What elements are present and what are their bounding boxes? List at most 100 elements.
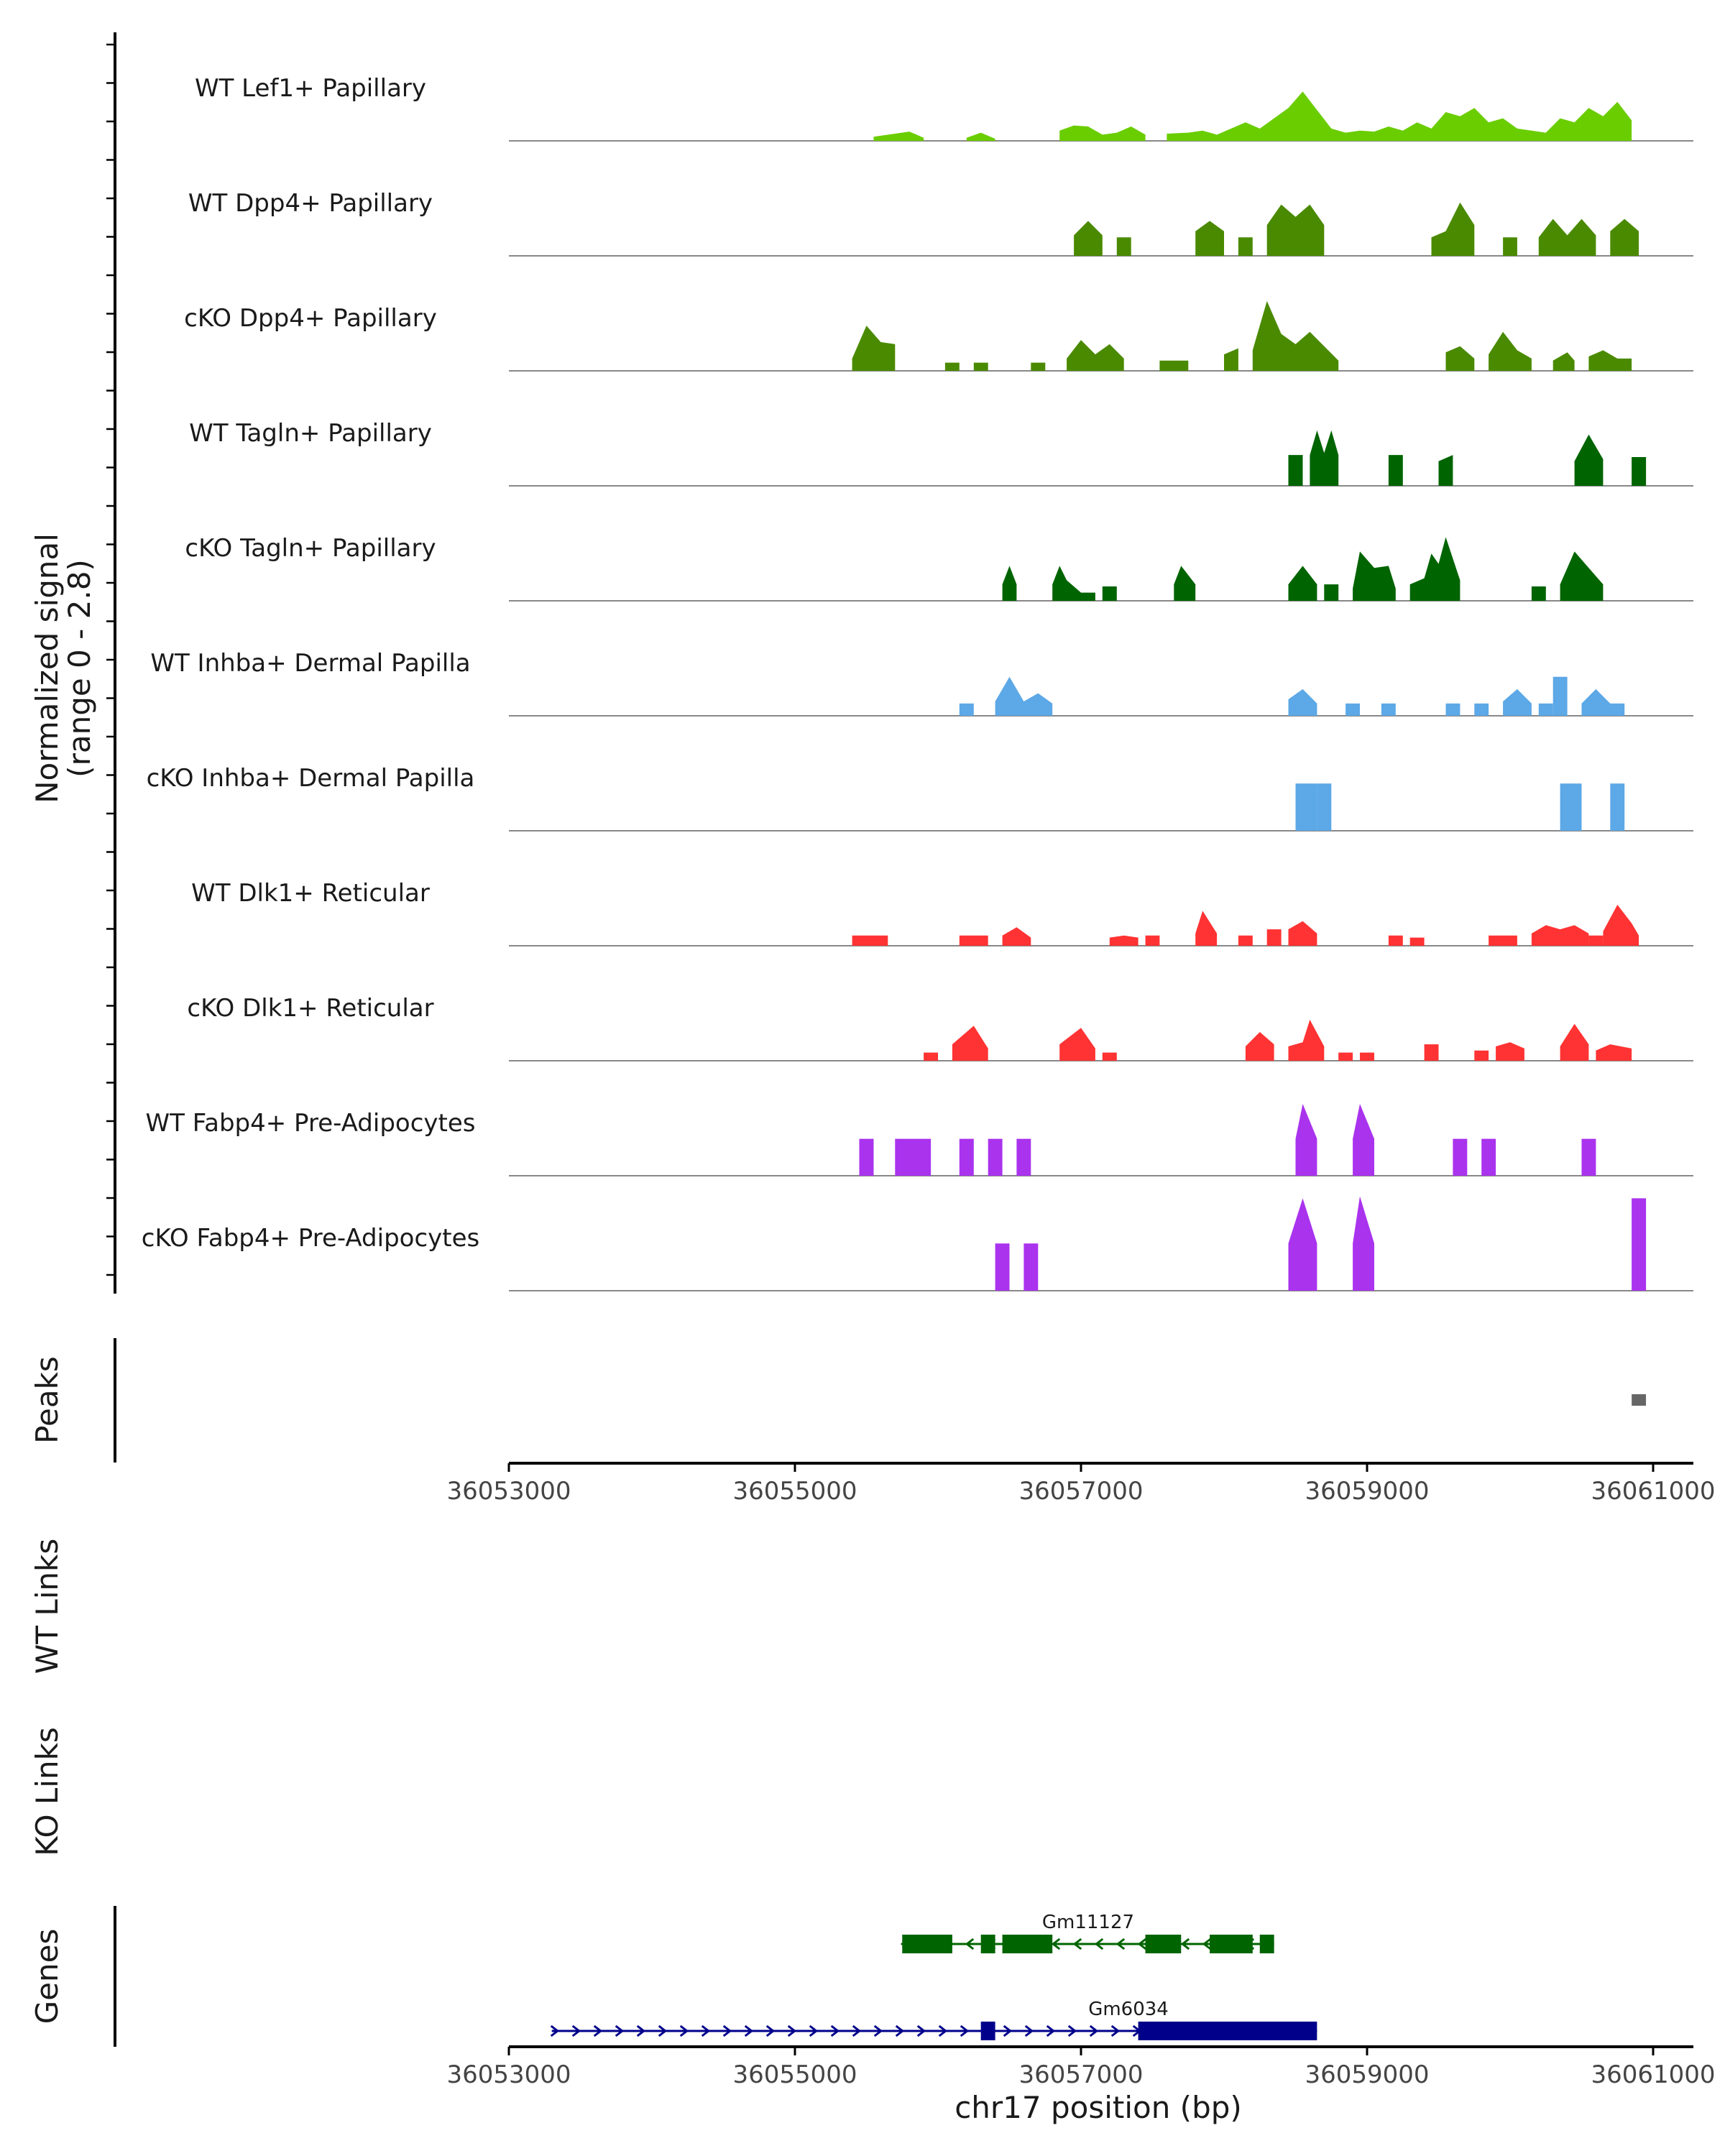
ko-links-section-title: KO Links [29,1727,65,1856]
signal-area [973,362,988,371]
signal-area [866,935,888,946]
signal-area [1424,1044,1439,1061]
signal-area [959,935,988,946]
strand-arrow [895,2024,905,2037]
signal-area [1174,566,1196,601]
axis-tick-label: 36061000 [1591,2060,1715,2089]
signal-area [1496,1042,1524,1061]
signal-area [873,132,924,141]
signal-area [1353,1104,1374,1176]
signal-area [1588,350,1632,371]
signal-area [1346,703,1360,716]
track-label: WT Dpp4+ Papillary [188,189,433,218]
signal-area [966,132,995,141]
strand-arrow [593,2024,603,2037]
signal-area [1288,455,1303,486]
signal-area [1116,237,1131,256]
signal-area [1474,1050,1489,1061]
signal-area [852,935,867,946]
track-8: WT Dlk1+ Reticular [191,879,1693,946]
track-7: cKO Inhba+ Dermal Papilla [147,764,1693,831]
track-9: cKO Dlk1+ Reticular [187,994,1693,1061]
track-label: cKO Fabp4+ Pre-Adipocytes [142,1224,480,1253]
signal-area [895,1138,932,1176]
signal-area [1531,925,1589,946]
axis-tick-label: 36059000 [1305,2060,1429,2089]
strand-arrow [571,2024,581,2037]
strand-arrow [965,1938,975,1950]
strand-arrow [658,2024,668,2037]
signal-area [1489,331,1532,371]
strand-arrow [787,2024,797,2037]
signal-axis-title: Normalized signal [29,533,65,803]
signal-area [1632,457,1647,486]
signal-area [1409,537,1460,601]
signal-area [1224,348,1238,371]
signal-area [1059,125,1146,141]
signal-area [1438,455,1453,486]
signal-area [1288,1198,1317,1291]
track-10: WT Fabp4+ Pre-Adipocytes [146,1104,1693,1176]
signal-area [1538,703,1553,716]
signal-area [1632,1198,1647,1291]
signal-area [1288,688,1317,716]
gene-name-label: Gm6034 [1088,1999,1169,2020]
strand-arrow [1137,1938,1147,1950]
signal-area [1445,703,1460,716]
position-axis-title: chr17 position (bp) [954,2090,1242,2125]
signal-area [1581,1138,1596,1176]
signal-area [1381,703,1396,716]
track-label: cKO Inhba+ Dermal Papilla [147,764,475,793]
strand-arrow [1072,1938,1082,1950]
signal-area [1603,904,1639,946]
axis-tick-label: 36057000 [1018,2060,1143,2089]
signal-area [1102,586,1117,601]
signal-area [944,362,960,371]
signal-area [1145,935,1160,946]
signal-area [952,1026,988,1061]
strand-arrow [636,2024,646,2037]
strand-arrow [916,2024,926,2037]
signal-area [1388,455,1403,486]
signal-area [1266,929,1282,946]
signal-area [1016,1138,1031,1176]
strand-arrow [1094,1938,1104,1950]
signal-area [1489,935,1517,946]
strand-arrow [1110,2024,1121,2037]
position-axis-top: 36053000 36055000 36057000 36059000 36061000 [446,1462,1716,1506]
signal-area [1067,340,1124,371]
signal-axis-ticks [106,43,115,1276]
strand-arrow [1202,1938,1212,1950]
gene-exon [980,2022,995,2040]
strand-arrow [830,2024,840,2037]
signal-area [1531,586,1546,601]
signal-area [1295,1104,1317,1176]
strand-arrow [1003,2024,1013,2037]
signal-area [1159,360,1189,371]
signal-area [1002,566,1017,601]
track-3: cKO Dpp4+ Papillary [184,300,1693,372]
strand-arrow [744,2024,754,2037]
wt-links-section-title: WT Links [29,1539,65,1674]
signal-area [1317,783,1332,831]
strand-arrow [852,2024,862,2037]
peak-region [1632,1394,1647,1406]
gene-exon [1138,2022,1317,2040]
track-label: WT Tagln+ Papillary [189,419,432,448]
gene-exon [1145,1935,1182,1953]
signal-area [1238,935,1253,946]
axis-tick-label: 36057000 [1018,1477,1143,1506]
signal-area [1074,221,1103,256]
genes-track: Gm11127 Gm6034 [550,1912,1317,2040]
signal-area [1552,352,1575,371]
gene-exon [1002,1935,1053,1953]
signal-area [1338,1052,1353,1061]
signal-area [1059,1028,1095,1061]
signal-area [1453,1138,1468,1176]
signal-area [1245,1032,1274,1061]
signal-area [995,1243,1010,1291]
gene-exon [1210,1935,1253,1953]
gene-exon [902,1935,952,1953]
signal-area [1353,551,1396,601]
signal-area [1252,300,1339,371]
